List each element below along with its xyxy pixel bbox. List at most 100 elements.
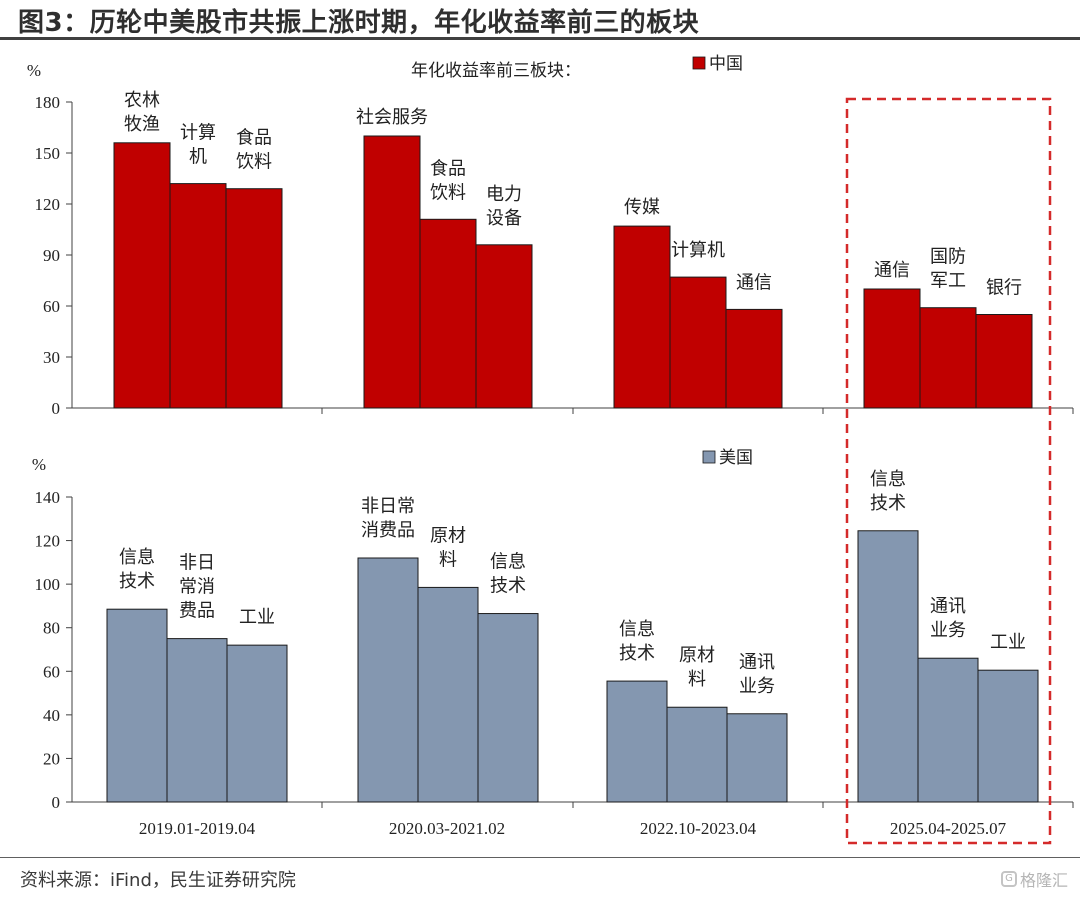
china-bar-label: 通信 xyxy=(874,260,910,281)
china-bar xyxy=(475,244,533,409)
usa-bar-label: 通讯 xyxy=(739,652,775,673)
x-category-label: 2020.03-2021.02 xyxy=(389,819,505,838)
x-category-label: 2022.10-2023.04 xyxy=(640,819,757,838)
usa-bar-label: 技术 xyxy=(119,571,155,592)
watermark-text: 格隆汇 xyxy=(1019,871,1068,890)
usa-bar-label: 非日常 xyxy=(361,496,415,517)
china-legend-swatch xyxy=(692,56,706,70)
china-bar-label: 银行 xyxy=(986,278,1022,299)
usa-bar-label: 技术 xyxy=(490,576,526,597)
usa-bar-label: 信息 xyxy=(119,547,155,568)
usa-y-tick-label: 40 xyxy=(43,706,60,725)
china-bar-label: 机 xyxy=(189,147,207,168)
usa-legend-swatch xyxy=(702,450,716,464)
china-y-tick-label: 120 xyxy=(35,195,61,214)
china-bar-label: 饮料 xyxy=(236,152,272,173)
usa-bar-label: 料 xyxy=(439,549,457,570)
usa-bar xyxy=(726,713,788,803)
china-y-unit-label: % xyxy=(27,61,41,80)
china-y-tick-label: 60 xyxy=(43,297,60,316)
china-bar-label: 国防 xyxy=(930,247,966,268)
usa-y-tick-label: 100 xyxy=(35,575,61,594)
china-y-tick-label: 180 xyxy=(35,93,61,112)
china-bar-label: 食品 xyxy=(236,128,272,149)
usa-bar xyxy=(666,706,728,803)
usa-bar-label: 信息 xyxy=(619,619,655,640)
usa-legend-label: 美国 xyxy=(719,448,753,468)
china-chart-title: 年化收益率前三板块： xyxy=(411,61,581,81)
china-bar-label: 牧渔 xyxy=(124,114,160,135)
usa-y-tick-label: 60 xyxy=(43,662,60,681)
usa-bar-label: 信息 xyxy=(490,552,526,573)
china-bar-label: 饮料 xyxy=(430,182,466,203)
usa-bar-label: 工业 xyxy=(990,632,1026,653)
usa-y-tick-label: 20 xyxy=(43,749,60,768)
usa-bar xyxy=(106,608,168,803)
x-category-label: 2019.01-2019.04 xyxy=(139,819,256,838)
usa-bar xyxy=(606,680,668,803)
usa-y-tick-label: 0 xyxy=(52,793,61,812)
china-legend-label: 中国 xyxy=(709,54,743,74)
china-bar-label: 社会服务 xyxy=(356,107,428,128)
usa-bar-label: 工业 xyxy=(239,607,275,628)
usa-bar-label: 业务 xyxy=(739,676,775,697)
highlight-box-latest-period xyxy=(845,97,1052,845)
china-y-tick-label: 150 xyxy=(35,144,61,163)
china-bar-label: 传媒 xyxy=(624,197,660,218)
usa-bar xyxy=(357,557,419,803)
china-bar-label: 军工 xyxy=(930,271,966,292)
usa-bar-label: 消费品 xyxy=(361,520,415,541)
china-bar-label: 设备 xyxy=(486,208,522,229)
title-divider xyxy=(0,37,1080,40)
figure-title: 图3：历轮中美股市共振上涨时期，年化收益率前三的板块 xyxy=(18,8,700,38)
china-bar xyxy=(863,288,921,409)
usa-bar xyxy=(417,586,479,803)
china-y-tick-label: 0 xyxy=(52,399,61,418)
usa-bar-label: 常消 xyxy=(179,577,215,598)
usa-bar-label: 原材 xyxy=(430,525,466,546)
china-y-tick-label: 90 xyxy=(43,246,60,265)
source-divider xyxy=(0,857,1080,858)
usa-y-tick-label: 140 xyxy=(35,488,61,507)
usa-bar-label: 信息 xyxy=(870,469,906,490)
usa-bar xyxy=(917,657,979,803)
usa-bar-label: 费品 xyxy=(179,601,215,622)
usa-bar-label: 料 xyxy=(688,669,706,690)
china-bar xyxy=(669,276,727,409)
china-bar xyxy=(613,225,671,409)
usa-bar xyxy=(226,644,288,803)
watermark: G 格隆汇 xyxy=(1000,867,1068,891)
usa-bar-label: 原材 xyxy=(679,645,715,666)
china-bar-label: 食品 xyxy=(430,158,466,179)
china-bar-label: 计算 xyxy=(180,123,216,144)
china-bar xyxy=(363,135,421,409)
usa-bar xyxy=(477,613,539,803)
source-note: 资料来源：iFind，民生证券研究院 xyxy=(20,870,296,891)
usa-bar-label: 业务 xyxy=(930,620,966,641)
china-bar xyxy=(113,142,171,409)
usa-bar-label: 通讯 xyxy=(930,596,966,617)
china-bar xyxy=(225,188,283,409)
watermark-logo-icon: G xyxy=(1000,871,1017,887)
usa-bar-label: 非日 xyxy=(179,553,215,574)
china-bar xyxy=(419,218,477,409)
china-bar xyxy=(975,314,1033,409)
usa-y-unit-label: % xyxy=(32,455,46,474)
usa-y-tick-label: 80 xyxy=(43,619,60,638)
usa-bar-label: 技术 xyxy=(870,493,906,514)
usa-bar xyxy=(166,638,228,803)
china-bar xyxy=(919,307,977,409)
china-bar-label: 计算机 xyxy=(671,240,725,261)
china-bar xyxy=(725,308,783,409)
china-bar xyxy=(169,183,227,409)
china-y-tick-label: 30 xyxy=(43,348,60,367)
usa-bar xyxy=(857,530,919,803)
usa-bar-label: 技术 xyxy=(619,643,655,664)
china-bar-label: 通信 xyxy=(736,272,772,293)
x-category-label: 2025.04-2025.07 xyxy=(890,819,1007,838)
china-bar-label: 电力 xyxy=(486,184,522,205)
usa-bar xyxy=(977,669,1039,803)
usa-y-tick-label: 120 xyxy=(35,532,61,551)
china-bar-label: 农林 xyxy=(124,90,160,111)
